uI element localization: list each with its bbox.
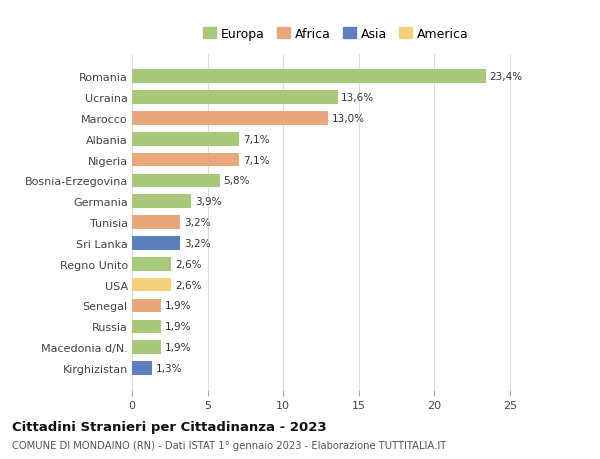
- Text: 3,2%: 3,2%: [184, 218, 211, 228]
- Bar: [132, 112, 328, 125]
- Text: Cittadini Stranieri per Cittadinanza - 2023: Cittadini Stranieri per Cittadinanza - 2…: [12, 420, 326, 433]
- Text: 1,9%: 1,9%: [164, 301, 191, 311]
- Text: 3,9%: 3,9%: [195, 197, 221, 207]
- Bar: [132, 174, 220, 188]
- Text: 1,9%: 1,9%: [164, 342, 191, 353]
- Bar: [132, 70, 485, 84]
- Text: 7,1%: 7,1%: [243, 155, 269, 165]
- Legend: Europa, Africa, Asia, America: Europa, Africa, Asia, America: [203, 28, 469, 41]
- Text: 7,1%: 7,1%: [243, 134, 269, 145]
- Text: 5,8%: 5,8%: [223, 176, 250, 186]
- Text: 13,6%: 13,6%: [341, 93, 374, 103]
- Bar: [132, 341, 161, 354]
- Text: 13,0%: 13,0%: [332, 114, 365, 123]
- Bar: [132, 299, 161, 313]
- Bar: [132, 237, 181, 250]
- Bar: [132, 195, 191, 208]
- Bar: [132, 278, 171, 292]
- Bar: [132, 133, 239, 146]
- Text: 23,4%: 23,4%: [490, 72, 523, 82]
- Bar: [132, 91, 338, 105]
- Text: COMUNE DI MONDAINO (RN) - Dati ISTAT 1° gennaio 2023 - Elaborazione TUTTITALIA.I: COMUNE DI MONDAINO (RN) - Dati ISTAT 1° …: [12, 440, 446, 450]
- Bar: [132, 216, 181, 230]
- Bar: [132, 320, 161, 333]
- Bar: [132, 257, 171, 271]
- Text: 2,6%: 2,6%: [175, 280, 202, 290]
- Bar: [132, 153, 239, 167]
- Text: 1,3%: 1,3%: [155, 363, 182, 373]
- Text: 1,9%: 1,9%: [164, 322, 191, 331]
- Text: 2,6%: 2,6%: [175, 259, 202, 269]
- Bar: [132, 361, 152, 375]
- Text: 3,2%: 3,2%: [184, 238, 211, 248]
